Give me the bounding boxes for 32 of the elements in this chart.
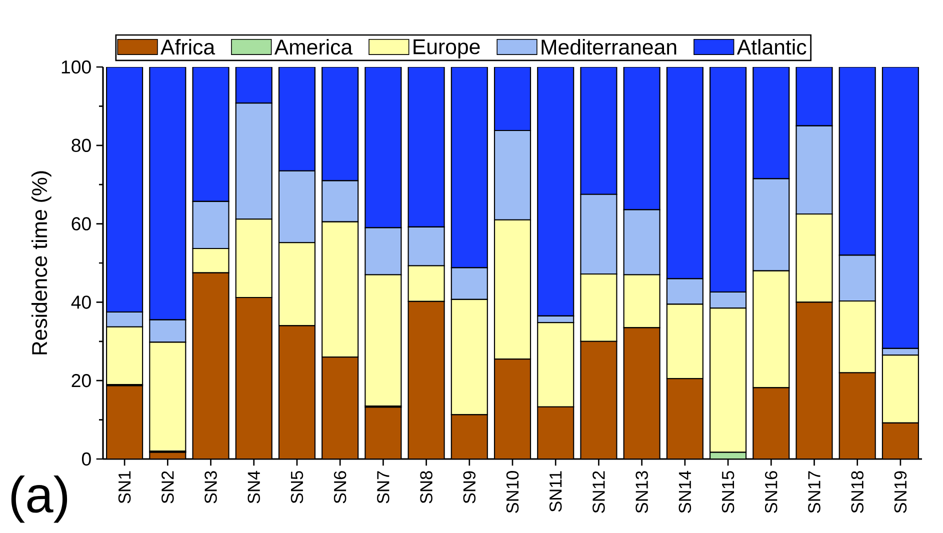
text: (a) — [11, 476, 68, 523]
x-tick-label: SN8 — [420, 471, 432, 504]
y-axis-title: Residence time (%) — [31, 171, 52, 354]
y-tick-label: 20 — [72, 374, 91, 388]
x-tick-label: SN13 — [636, 471, 648, 513]
y-tick-label: 40 — [71, 296, 91, 309]
legend-label: Europe — [414, 39, 480, 58]
x-tick-label: SN15 — [722, 471, 734, 513]
legend-label: Africa — [160, 39, 216, 55]
y-tick-label: 100 — [62, 60, 91, 74]
x-tick-label: SN14 — [678, 470, 692, 513]
y-tick-label: 60 — [72, 217, 91, 230]
x-tick-label: SN2 — [162, 471, 174, 504]
x-tick-label: SN11 — [549, 471, 562, 512]
y-tick-label: 80 — [72, 138, 91, 152]
x-tick-label: SN10 — [506, 471, 519, 513]
x-tick-label: SN1 — [118, 471, 131, 504]
x-tick-label: SN18 — [851, 471, 864, 513]
x-tick-label: SN12 — [592, 471, 605, 513]
x-tick-label: SN4 — [248, 470, 260, 504]
legend-label: America — [274, 39, 353, 55]
x-tick-label: SN16 — [764, 471, 778, 513]
x-tick-label: SN19 — [894, 471, 907, 513]
x-tick-label: SN7 — [377, 471, 390, 504]
y-tick-label: 0 — [82, 452, 91, 466]
x-tick-label: SN9 — [463, 471, 476, 504]
legend-label: Mediterranean — [542, 39, 676, 55]
x-tick-label: SN5 — [290, 471, 304, 504]
legend-label: Atlantic — [736, 39, 806, 55]
x-tick-label: SN3 — [204, 471, 217, 504]
x-tick-label: SN17 — [808, 471, 820, 513]
x-tick-label: SN6 — [334, 471, 346, 504]
